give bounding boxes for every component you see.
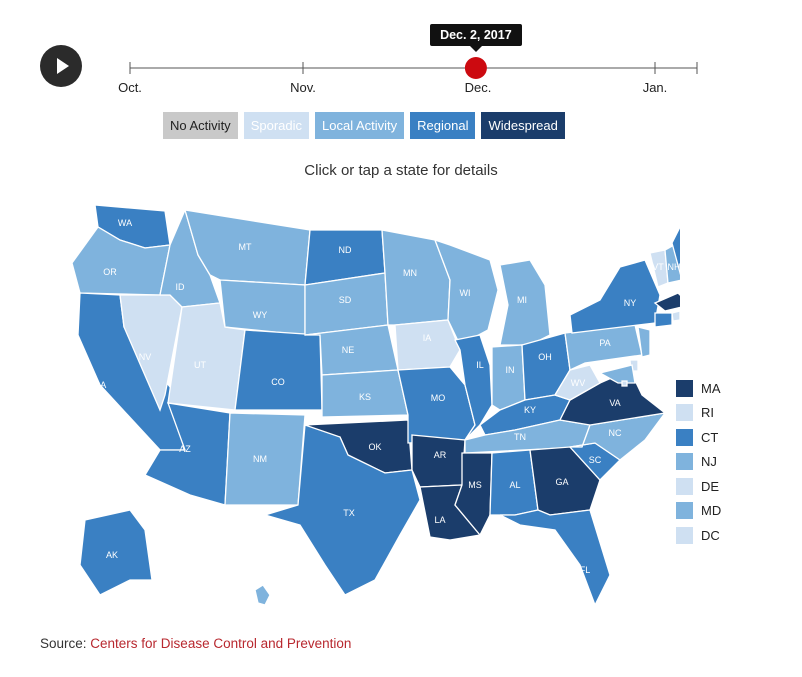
state-ar[interactable]	[411, 434, 466, 488]
small-state-label: RI	[701, 405, 714, 421]
small-state-swatch	[676, 379, 693, 397]
state-wy[interactable]	[219, 279, 306, 336]
state-md[interactable]	[598, 364, 636, 384]
source-line: Source: Centers for Disease Control and …	[40, 636, 351, 651]
small-states-legend: MA RI CT NJ DE MD DC	[676, 376, 721, 548]
month-label-oct: Oct.	[118, 80, 142, 95]
small-state-ma[interactable]: MA	[676, 376, 721, 401]
legend-local-activity[interactable]: Local Activity	[315, 112, 405, 139]
legend-sporadic[interactable]: Sporadic	[243, 112, 309, 139]
small-state-swatch	[676, 502, 693, 520]
state-mi[interactable]	[499, 259, 551, 346]
small-state-de[interactable]: DE	[676, 474, 721, 499]
small-state-md[interactable]: MD	[676, 499, 721, 524]
state-hi[interactable]	[254, 584, 271, 606]
activity-legend: No Activity Sporadic Local Activity Regiona…	[163, 112, 565, 139]
state-nh[interactable]	[664, 244, 680, 284]
small-state-label: MA	[701, 380, 721, 396]
small-state-nj[interactable]: NJ	[676, 450, 721, 475]
small-state-label: MD	[701, 503, 722, 519]
state-ks[interactable]	[321, 369, 409, 418]
legend-no-activity[interactable]: No Activity	[163, 112, 238, 139]
small-state-swatch	[676, 526, 693, 544]
month-label-nov: Nov.	[290, 80, 316, 95]
instruction-text: Click or tap a state for details	[304, 162, 498, 179]
small-state-ri[interactable]: RI	[676, 401, 721, 426]
source-link[interactable]: Centers for Disease Control and Preventi…	[90, 636, 352, 651]
state-wi[interactable]	[433, 238, 499, 346]
us-map: WAORCANVIDMTWYUTAZCONMNDSDNEKSOKTXMNIAMO…	[71, 204, 680, 607]
small-state-swatch	[676, 477, 693, 495]
state-fl[interactable]	[499, 509, 611, 607]
state-tx[interactable]	[262, 424, 421, 596]
legend-regional[interactable]: Regional	[410, 112, 476, 139]
timeline-scrubber[interactable]	[464, 57, 487, 79]
state-in[interactable]	[491, 344, 526, 411]
state-ri[interactable]	[671, 310, 680, 322]
month-label-jan: Jan.	[643, 80, 668, 95]
small-state-ct[interactable]: CT	[676, 425, 721, 450]
timeline[interactable]: Oct. Nov. Dec. Jan.	[0, 0, 802, 110]
state-ia[interactable]	[394, 319, 461, 371]
small-state-label: DE	[701, 478, 720, 494]
state-nm[interactable]	[224, 412, 306, 506]
source-prefix: Source:	[40, 636, 91, 651]
month-label-dec: Dec.	[465, 80, 492, 95]
small-state-dc[interactable]: DC	[676, 523, 721, 548]
small-state-swatch	[676, 404, 693, 422]
state-co[interactable]	[234, 329, 323, 411]
state-dc[interactable]	[621, 380, 628, 387]
state-ma[interactable]	[653, 292, 680, 312]
small-state-swatch	[676, 453, 693, 471]
timeline-ticks: Oct. Nov. Dec. Jan.	[118, 62, 698, 95]
date-tooltip: Dec. 2, 2017	[429, 24, 522, 52]
small-state-label: NJ	[701, 454, 717, 470]
state-wv[interactable]	[554, 364, 601, 401]
state-il[interactable]	[454, 334, 493, 441]
state-ct[interactable]	[654, 312, 673, 328]
play-button[interactable]	[40, 45, 82, 87]
small-state-swatch	[676, 428, 693, 446]
small-state-label: CT	[701, 429, 719, 445]
play-icon	[57, 58, 69, 74]
legend-widespread[interactable]: Widespread	[481, 112, 565, 139]
state-ny[interactable]	[569, 259, 661, 334]
state-nj[interactable]	[637, 326, 651, 358]
small-state-label: DC	[701, 527, 720, 543]
state-ak[interactable]	[79, 509, 153, 596]
state-me[interactable]	[671, 217, 680, 280]
